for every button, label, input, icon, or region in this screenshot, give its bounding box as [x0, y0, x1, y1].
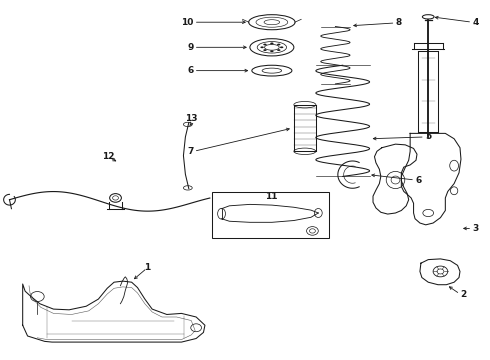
Text: 13: 13: [185, 114, 197, 123]
Ellipse shape: [263, 44, 267, 45]
Ellipse shape: [277, 44, 280, 45]
Text: 11: 11: [265, 192, 277, 201]
Text: 1: 1: [144, 264, 150, 273]
Text: 12: 12: [102, 152, 115, 161]
Text: 6: 6: [188, 66, 194, 75]
Ellipse shape: [270, 50, 273, 52]
Text: 7: 7: [187, 147, 194, 156]
Ellipse shape: [260, 46, 264, 48]
Ellipse shape: [280, 46, 283, 48]
Ellipse shape: [263, 49, 267, 51]
Ellipse shape: [270, 42, 273, 44]
Text: 9: 9: [187, 43, 194, 52]
Text: 10: 10: [181, 18, 194, 27]
Text: 3: 3: [472, 224, 478, 233]
Text: 6: 6: [415, 176, 421, 185]
Text: 8: 8: [395, 18, 402, 27]
Text: 4: 4: [472, 18, 479, 27]
Text: 2: 2: [460, 289, 466, 298]
Text: 5: 5: [425, 132, 431, 141]
Ellipse shape: [277, 49, 280, 51]
